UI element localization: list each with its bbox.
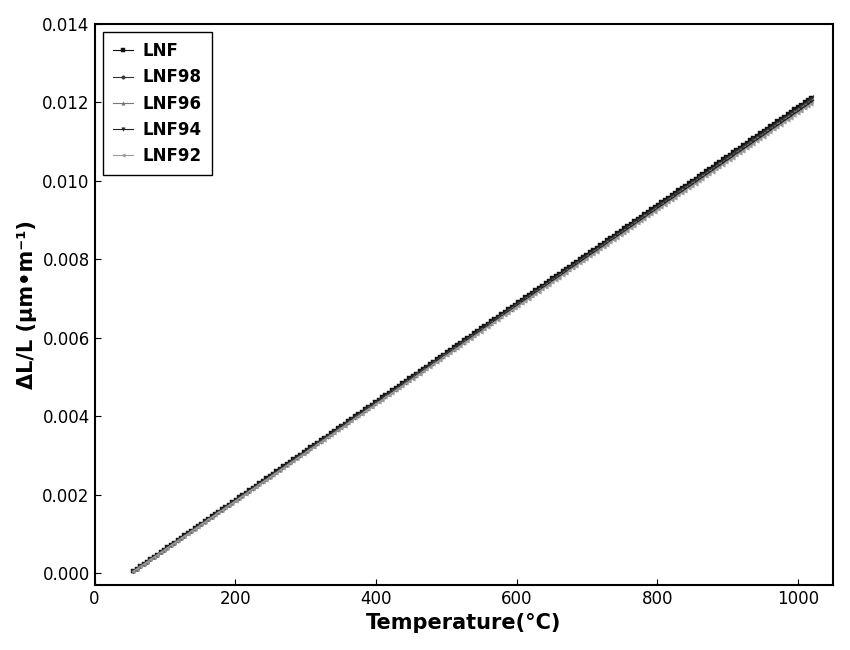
Legend: LNF, LNF98, LNF96, LNF94, LNF92: LNF, LNF98, LNF96, LNF94, LNF92 (103, 32, 212, 176)
LNF94 (582, 253, 592, 261)
LNF94 (436, 354, 446, 362)
LNF92 (640, 214, 650, 222)
LNF96 (808, 95, 819, 103)
LNF94 (128, 567, 139, 575)
Line: LNF96: LNF96 (132, 98, 815, 573)
LNF92 (582, 254, 592, 262)
LNF98 (808, 94, 819, 101)
LNF (582, 250, 592, 258)
LNF (436, 352, 446, 360)
LNF94 (248, 484, 258, 492)
LNF (128, 567, 139, 575)
LNF98 (303, 445, 314, 453)
LNF98 (128, 567, 139, 575)
LNF92 (529, 291, 539, 298)
LNF96 (128, 567, 139, 575)
LNF98 (582, 251, 592, 259)
Line: LNF: LNF (132, 94, 815, 573)
LNF (640, 209, 650, 217)
LNF96 (436, 354, 446, 361)
LNF92 (248, 484, 258, 492)
LNF98 (640, 211, 650, 218)
X-axis label: Temperature(°C): Temperature(°C) (366, 614, 562, 633)
LNF94 (303, 447, 314, 454)
LNF (529, 287, 539, 295)
LNF98 (436, 353, 446, 361)
LNF92 (436, 355, 446, 363)
LNF94 (529, 290, 539, 298)
LNF94 (808, 97, 819, 105)
LNF98 (529, 288, 539, 296)
LNF96 (248, 484, 258, 491)
LNF96 (640, 212, 650, 220)
LNF92 (808, 98, 819, 106)
Y-axis label: ΔL/L (μm•m⁻¹): ΔL/L (μm•m⁻¹) (17, 220, 37, 389)
LNF (303, 445, 314, 453)
LNF96 (582, 252, 592, 260)
LNF96 (303, 446, 314, 454)
LNF (248, 483, 258, 491)
Line: LNF98: LNF98 (132, 96, 815, 573)
LNF94 (640, 213, 650, 221)
LNF92 (128, 567, 139, 575)
LNF96 (529, 289, 539, 297)
LNF92 (303, 447, 314, 454)
Line: LNF94: LNF94 (132, 99, 815, 573)
Line: LNF92: LNF92 (132, 100, 815, 573)
LNF (808, 92, 819, 100)
LNF98 (248, 484, 258, 491)
